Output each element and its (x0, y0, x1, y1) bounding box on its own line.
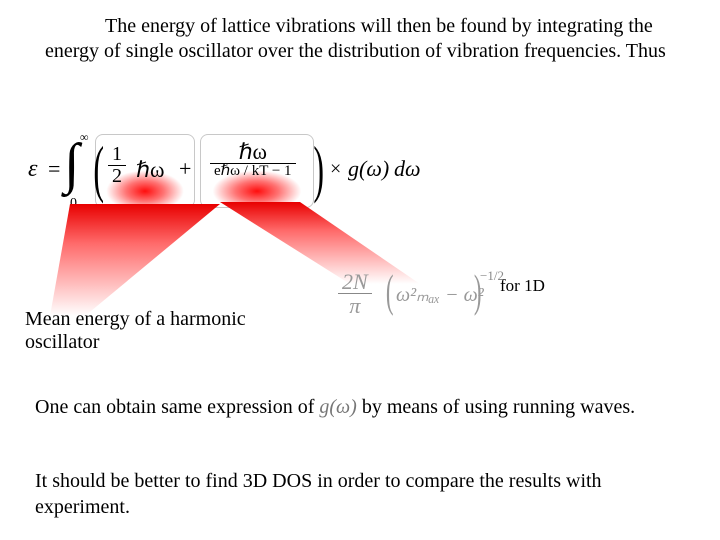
dos-inner-expression: ω²ₘₐₓ − ω² (396, 282, 484, 307)
fraction-one-half: 1 2 (108, 144, 126, 187)
bose-denominator: eℏω / kT − 1 (210, 164, 296, 180)
spotlight-cone-left (40, 204, 220, 316)
mean-energy-label: Mean energy of a harmonic oscillator (25, 308, 295, 354)
for-1d-label: for 1D (500, 276, 545, 296)
fraction-bose-einstein: ℏω eℏω / kT − 1 (210, 140, 296, 180)
times-sign: × (330, 158, 341, 181)
hbar-omega-1: ℏω (136, 157, 164, 183)
integral-sign: ∫ (64, 132, 79, 196)
bracket-right: ) (313, 132, 324, 206)
fraction-2n-over-pi: 2N π (338, 270, 372, 317)
inline-g-of-omega: g(ω) (319, 396, 356, 418)
half-denominator: 2 (108, 166, 126, 187)
dos-numerator: 2N (338, 270, 372, 294)
integral-upper-limit: ∞ (80, 130, 89, 145)
intro-paragraph: The energy of lattice vibrations will th… (45, 14, 685, 64)
para-g-part2: by means of using running waves. (362, 396, 635, 418)
bracket-left: ( (93, 132, 104, 206)
dos-1d-formula: 2N π ( ω²ₘₐₓ − ω² ) −1/2 (320, 268, 500, 323)
3d-dos-paragraph: It should be better to find 3D DOS in or… (35, 468, 685, 520)
symbol-epsilon: ε (28, 156, 37, 183)
half-numerator: 1 (108, 144, 126, 166)
bose-numerator: ℏω (210, 140, 296, 164)
symbol-equals: = (48, 156, 60, 182)
dos-denominator: π (338, 294, 372, 317)
g-of-omega: g(ω) (348, 156, 389, 182)
running-waves-paragraph: One can obtain same expression of g(ω) b… (35, 394, 685, 420)
dos-paren-left: ( (386, 264, 394, 317)
d-omega: dω (394, 156, 421, 182)
para-g-part1: One can obtain same expression of (35, 396, 319, 418)
plus-sign: + (179, 156, 191, 182)
